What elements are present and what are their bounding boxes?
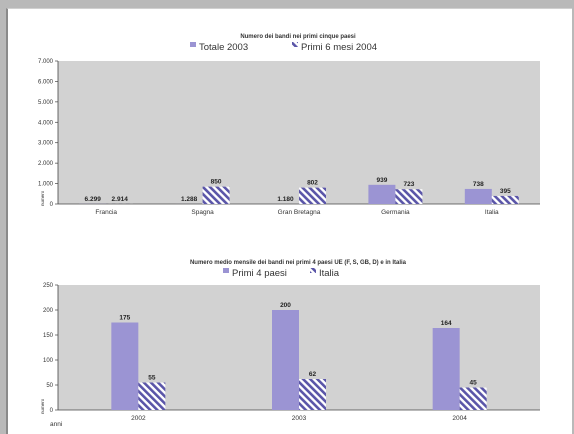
legend-label-italia: Italia	[319, 268, 340, 279]
chart-1-data-label: 723	[403, 181, 414, 188]
legend-swatch-italia	[310, 268, 316, 273]
chart-1-category-label: Francia	[95, 209, 117, 216]
chart-2-x-axis-label: anni	[50, 421, 62, 428]
chart-1-category-label: Spagna	[191, 209, 214, 216]
chart-2-y-axis-label: numero	[40, 398, 45, 414]
legend-label-primi-6-mesi-2004: Primi 6 mesi 2004	[301, 42, 377, 53]
chart-1-y-tick-label: 4.000	[38, 120, 54, 126]
chart-2: Numero medio mensile dei bandi nei primi…	[40, 260, 540, 428]
legend-label-totale-2003: Totale 2003	[199, 42, 248, 53]
chart-2-y-tick-label: 100	[43, 358, 54, 364]
chart-2-bar-series-2	[459, 387, 487, 410]
chart-2-data-label: 62	[309, 371, 317, 378]
chart-2-y-tick-label: 0	[50, 408, 54, 414]
chart-1-data-label: 2.914	[112, 196, 129, 203]
chart-1-title: Numero dei bandi nei primi cinque paesi	[240, 34, 356, 40]
chart-1-data-label: 802	[307, 180, 318, 187]
legend-swatch-primi-4-paesi	[223, 268, 229, 273]
chart-2-category-label: 2002	[131, 415, 146, 422]
chart-2-data-label: 200	[280, 302, 291, 309]
chart-2-y-tick-label: 50	[46, 383, 53, 389]
chart-1-y-tick-label: 7.000	[38, 59, 54, 65]
chart-1: Numero dei bandi nei primi cinque paesi …	[38, 34, 540, 216]
chart-1-category-label: Italia	[485, 209, 499, 216]
chart-2-bar-series-1	[111, 322, 139, 410]
chart-1-data-label: 1.180	[277, 196, 294, 203]
chart-2-bar-series-1	[432, 328, 460, 410]
chart-1-category-label: Germania	[381, 209, 410, 216]
chart-2-data-label: 175	[119, 315, 130, 322]
chart-1-data-label: 850	[211, 179, 222, 186]
chart-2-bar-series-2	[138, 382, 166, 410]
chart-1-y-tick-label: 2.000	[38, 161, 54, 167]
chart-1-data-label: 939	[376, 177, 387, 184]
chart-1-bar-series-1	[464, 188, 492, 204]
chart-1-bar-series-2	[299, 187, 326, 204]
chart-2-y-tick-label: 150	[43, 333, 54, 339]
chart-2-category-label: 2004	[452, 415, 467, 422]
legend-swatch-primi-6-mesi-2004	[292, 42, 298, 47]
chart-1-bar-series-1	[368, 184, 396, 204]
chart-2-bar-series-1	[272, 310, 299, 410]
chart-2-bar-series-2	[299, 379, 326, 410]
chart-2-data-label: 55	[148, 375, 156, 382]
chart-1-y-axis-label: numero	[40, 190, 45, 206]
chart-1-y-tick-label: 3.000	[38, 141, 54, 147]
legend-label-primi-4-paesi: Primi 4 paesi	[232, 268, 287, 279]
chart-1-data-label: 738	[473, 181, 484, 188]
chart-1-y-tick-label: 5.000	[38, 100, 54, 106]
chart-1-bar-series-2	[491, 195, 519, 204]
chart-2-y-tick-label: 200	[43, 308, 54, 314]
chart-1-data-label: 6.299	[85, 196, 102, 203]
chart-1-bar-series-2	[202, 186, 230, 204]
chart-1-plot-area	[58, 61, 540, 204]
chart-2-category-label: 2003	[292, 415, 307, 422]
chart-1-data-label: 1.288	[181, 196, 198, 203]
chart-1-y-tick-label: 0	[50, 202, 54, 208]
chart-2-data-label: 45	[470, 380, 478, 387]
chart-2-data-label: 164	[441, 320, 452, 327]
chart-2-title: Numero medio mensile dei bandi nei primi…	[190, 260, 407, 266]
chart-1-category-label: Gran Bretagna	[278, 209, 321, 216]
chart-1-y-tick-label: 1.000	[38, 182, 54, 188]
chart-1-y-tick-label: 6.000	[38, 79, 54, 85]
legend-swatch-totale-2003	[190, 42, 196, 47]
chart-2-y-tick-label: 250	[43, 283, 54, 289]
chart-1-bar-series-2	[395, 189, 423, 204]
chart-1-data-label: 395	[500, 188, 511, 195]
